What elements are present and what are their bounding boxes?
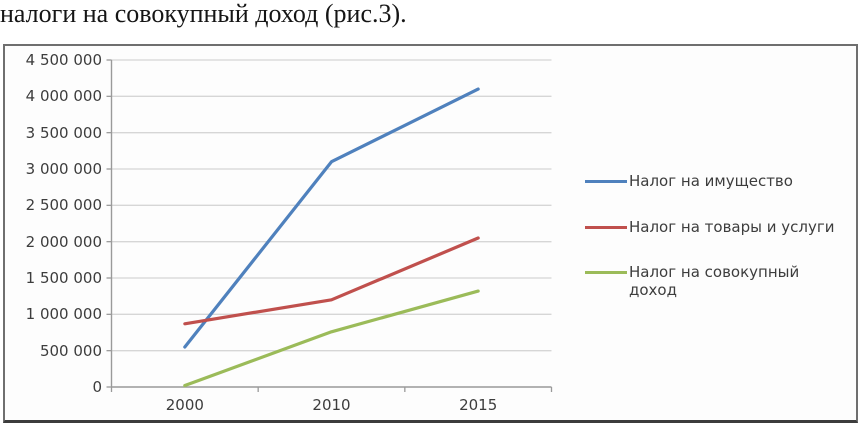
legend-line-swatch-green bbox=[585, 270, 627, 274]
legend-item-goods-services-tax: Налог на товары и услуги bbox=[585, 218, 834, 236]
series-line-1 bbox=[183, 236, 480, 326]
chart: 4 500 000 4 000 000 3 500 000 3 000 000 2 50… bbox=[3, 44, 858, 423]
legend-label: Налог на имущество bbox=[629, 172, 793, 190]
series-line-2 bbox=[183, 289, 480, 388]
series-line-0 bbox=[183, 87, 480, 349]
legend-label: Налог на совокупный доход bbox=[629, 263, 800, 299]
legend-item-property-tax: Налог на имущество bbox=[585, 172, 793, 190]
legend-item-aggregate-income-tax: Налог на совокупный доход bbox=[585, 263, 827, 299]
legend-line-swatch-blue bbox=[585, 179, 627, 183]
plot-area bbox=[106, 59, 553, 392]
legend-label: Налог на товары и услуги bbox=[629, 218, 835, 236]
document-caption: налоги на совокупный доход (рис.3). bbox=[0, 0, 407, 28]
legend-line-swatch-red bbox=[585, 225, 627, 229]
